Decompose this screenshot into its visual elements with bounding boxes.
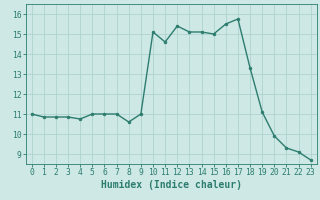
X-axis label: Humidex (Indice chaleur): Humidex (Indice chaleur) bbox=[101, 180, 242, 190]
